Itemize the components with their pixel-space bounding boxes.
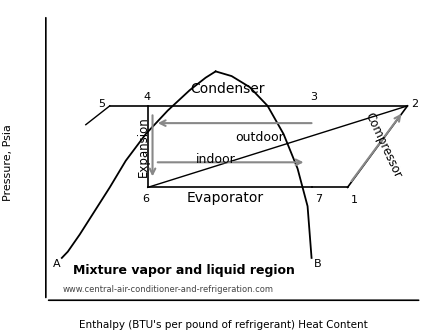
Text: Mixture vapor and liquid region: Mixture vapor and liquid region (73, 264, 295, 277)
Text: 1: 1 (351, 195, 358, 205)
Text: A: A (53, 259, 61, 269)
Text: Compressor: Compressor (363, 110, 404, 180)
Text: Pressure, Psia: Pressure, Psia (3, 124, 13, 201)
Text: Evaporator: Evaporator (187, 192, 264, 205)
Text: 4: 4 (143, 92, 151, 102)
X-axis label: Enthalpy (BTU's per pound of refrigerant) Heat Content: Enthalpy (BTU's per pound of refrigerant… (79, 321, 368, 330)
Text: outdoor: outdoor (235, 131, 284, 144)
Text: 2: 2 (411, 99, 419, 109)
Text: 6: 6 (142, 194, 149, 204)
Text: Condenser: Condenser (190, 82, 265, 96)
Text: Expansion: Expansion (136, 116, 149, 177)
Text: indoor: indoor (196, 153, 236, 166)
Text: B: B (314, 259, 321, 269)
Text: 3: 3 (310, 92, 317, 102)
Text: 5: 5 (98, 99, 105, 109)
Text: 7: 7 (315, 194, 322, 204)
Text: www.central-air-conditioner-and-refrigeration.com: www.central-air-conditioner-and-refriger… (62, 285, 273, 294)
